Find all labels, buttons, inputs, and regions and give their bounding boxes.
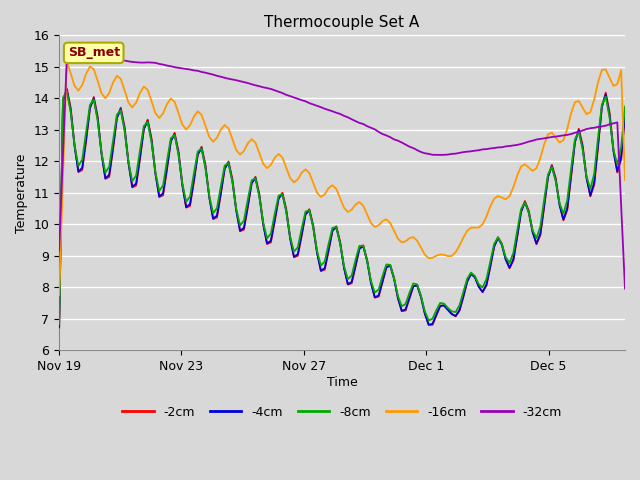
Title: Thermocouple Set A: Thermocouple Set A [264,15,420,30]
Y-axis label: Temperature: Temperature [15,153,28,232]
X-axis label: Time: Time [326,376,358,389]
Legend: -2cm, -4cm, -8cm, -16cm, -32cm: -2cm, -4cm, -8cm, -16cm, -32cm [117,401,567,424]
Text: SB_met: SB_met [68,47,120,60]
